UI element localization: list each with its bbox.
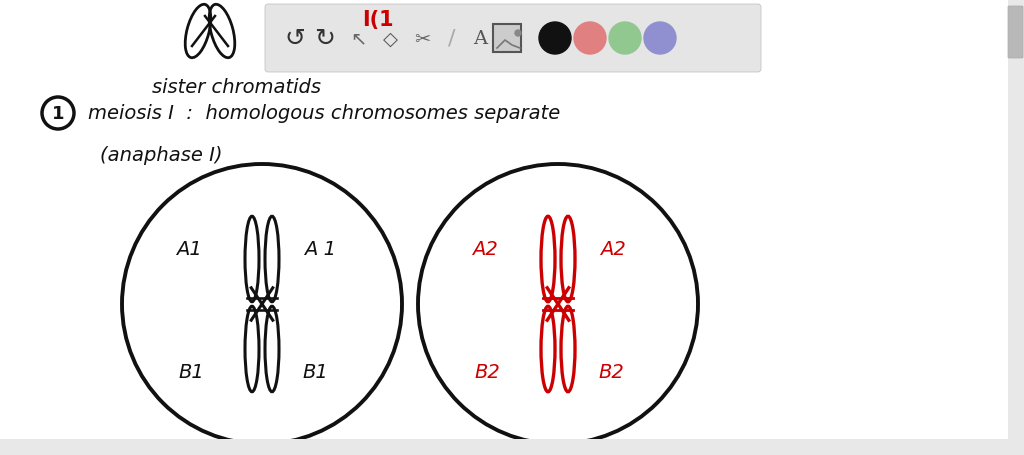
Text: I(1: I(1 <box>362 10 394 30</box>
Text: ↺: ↺ <box>285 27 305 51</box>
Text: A: A <box>473 30 487 48</box>
Text: B1: B1 <box>302 363 328 382</box>
Text: sister chromatids: sister chromatids <box>152 78 321 97</box>
Text: ↖: ↖ <box>350 30 367 48</box>
Circle shape <box>515 31 521 37</box>
FancyBboxPatch shape <box>493 25 521 53</box>
FancyBboxPatch shape <box>1008 0 1024 455</box>
FancyBboxPatch shape <box>0 439 1010 455</box>
Text: ◇: ◇ <box>383 30 397 48</box>
Text: ↻: ↻ <box>314 27 336 51</box>
Circle shape <box>644 23 676 55</box>
Text: /: / <box>449 29 456 49</box>
Text: (anaphase I): (anaphase I) <box>100 146 222 165</box>
Text: ✂: ✂ <box>414 30 430 48</box>
Text: B1: B1 <box>178 363 204 382</box>
Text: meiosis I  :  homologous chromosomes separate: meiosis I : homologous chromosomes separ… <box>88 104 560 123</box>
Text: A2: A2 <box>472 240 498 259</box>
FancyBboxPatch shape <box>1008 7 1023 59</box>
Text: A 1: A 1 <box>304 240 336 259</box>
Circle shape <box>609 23 641 55</box>
Text: 1: 1 <box>52 105 65 123</box>
Text: A2: A2 <box>600 240 626 259</box>
Text: A1: A1 <box>176 240 202 259</box>
Text: B2: B2 <box>474 363 500 382</box>
Circle shape <box>574 23 606 55</box>
Text: B2: B2 <box>598 363 624 382</box>
FancyBboxPatch shape <box>265 5 761 73</box>
Circle shape <box>539 23 571 55</box>
